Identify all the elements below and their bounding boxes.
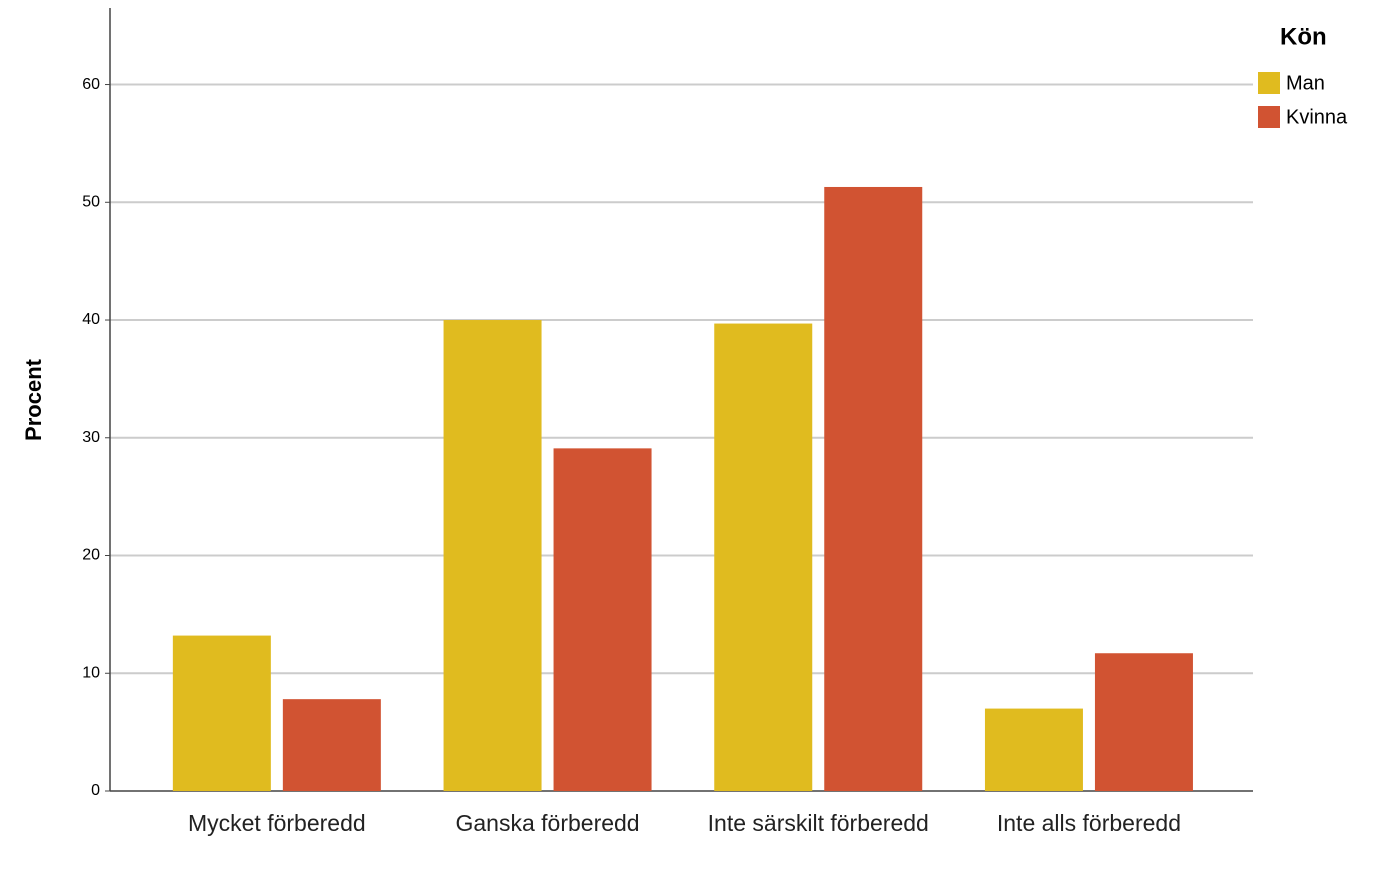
y-tick-label: 50	[82, 193, 100, 210]
bar	[824, 186, 923, 791]
x-tick-label: Mycket förberedd	[187, 810, 366, 836]
bar	[282, 699, 381, 791]
bar	[443, 320, 542, 791]
y-tick-label: 30	[82, 429, 100, 446]
legend-title: Kön	[1280, 23, 1327, 50]
legend-label: Kvinna	[1286, 106, 1348, 128]
x-tick-label: Inte alls förberedd	[996, 810, 1181, 836]
legend-swatch	[1258, 72, 1280, 94]
bar	[172, 635, 271, 791]
y-tick-label: 0	[91, 782, 100, 799]
y-axis-label: Procent	[21, 358, 46, 441]
bar	[553, 448, 652, 791]
y-tick-label: 10	[82, 664, 100, 681]
legend-swatch	[1258, 106, 1280, 128]
legend-label: Man	[1286, 72, 1325, 94]
bar	[984, 708, 1083, 791]
bar	[714, 323, 813, 791]
y-tick-label: 60	[82, 76, 100, 93]
y-tick-label: 20	[82, 547, 100, 564]
bar	[1094, 653, 1193, 791]
x-tick-label: Inte särskilt förberedd	[707, 810, 929, 836]
y-tick-label: 40	[82, 311, 100, 328]
x-tick-label: Ganska förberedd	[455, 810, 640, 836]
